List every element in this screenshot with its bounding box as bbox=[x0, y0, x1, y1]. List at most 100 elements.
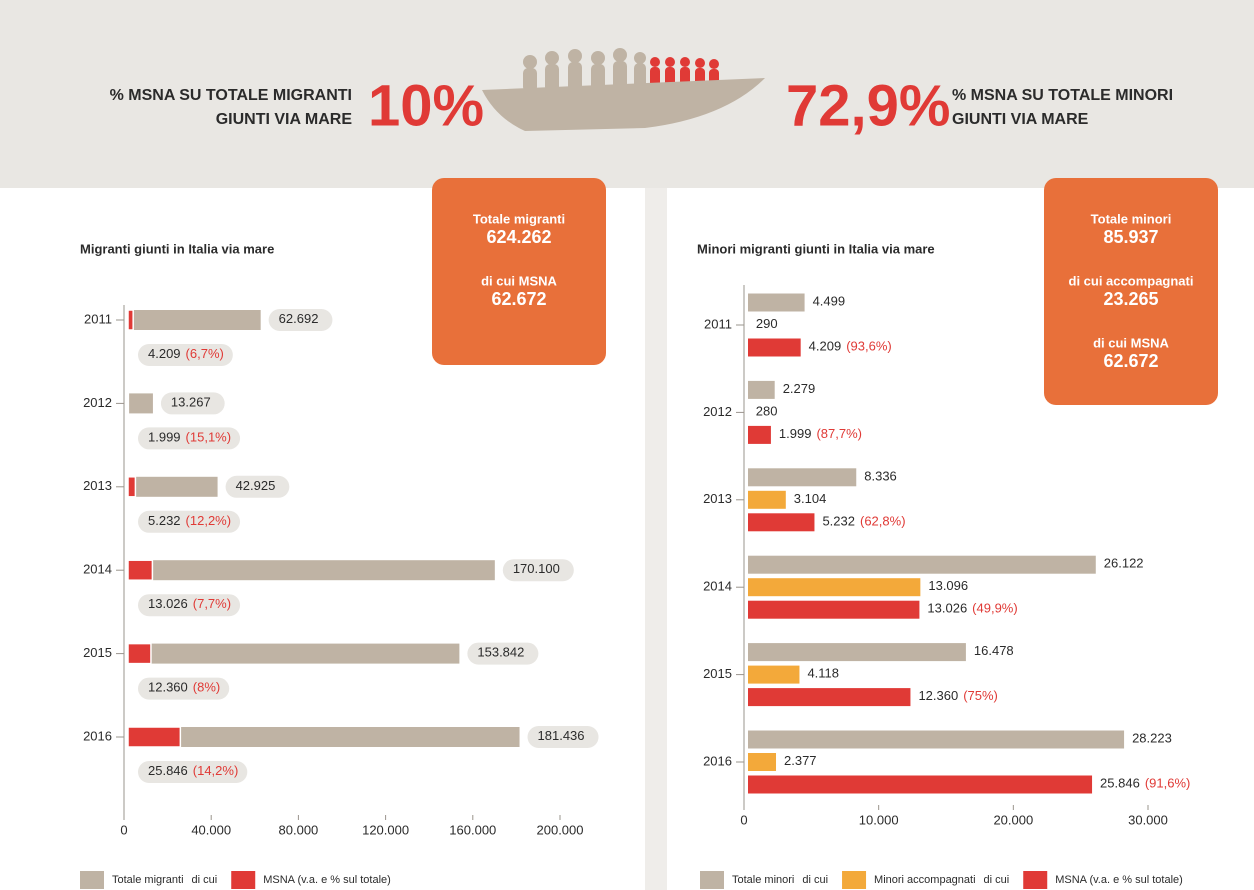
value-number: 1.999 bbox=[779, 426, 812, 441]
label-pill bbox=[527, 726, 599, 748]
share-label: (91,6%) bbox=[1145, 776, 1191, 791]
value-label-text: 42.925 bbox=[236, 478, 276, 493]
bar bbox=[128, 560, 495, 581]
value-label-text: 13.267 bbox=[171, 395, 211, 410]
value-label: 1.999 (87,7%) bbox=[779, 426, 862, 441]
bar bbox=[127, 726, 182, 748]
bar bbox=[127, 559, 154, 581]
header-left-label: % MSNA SU TOTALE MIGRANTI bbox=[110, 87, 352, 104]
bar bbox=[127, 309, 134, 331]
value-number: 170.100 bbox=[513, 562, 560, 577]
value-number: 42.925 bbox=[236, 478, 276, 493]
value-number: 4.499 bbox=[813, 294, 846, 309]
value-number: 2.279 bbox=[783, 381, 816, 396]
x-tick-label: 200.000 bbox=[537, 822, 584, 837]
value-number: 28.223 bbox=[1132, 731, 1172, 746]
chart-title: Minori migranti giunti in Italia via mar… bbox=[697, 241, 935, 256]
bar bbox=[748, 600, 920, 619]
bar bbox=[748, 490, 786, 509]
value-label: 12.360 (75%) bbox=[918, 689, 997, 704]
callout-box bbox=[1044, 178, 1218, 405]
legend-swatch bbox=[80, 871, 104, 889]
label-pill bbox=[225, 475, 290, 498]
share-label: (8%) bbox=[193, 680, 220, 695]
value-label: 181.436 bbox=[527, 726, 599, 748]
share-label: (62,8%) bbox=[860, 514, 906, 529]
x-tick-label: 10.000 bbox=[859, 812, 899, 827]
value-number: 5.232 bbox=[822, 514, 855, 529]
bar bbox=[748, 338, 801, 357]
value-label: 28.223 bbox=[1132, 731, 1172, 746]
value-number: 1.999 bbox=[148, 430, 181, 445]
value-number: 12.360 bbox=[918, 689, 958, 704]
label-pill bbox=[502, 559, 574, 582]
bar bbox=[748, 665, 800, 684]
y-tick-label: 2011 bbox=[704, 316, 732, 331]
x-tick-label: 40.000 bbox=[191, 822, 231, 837]
boat-icon bbox=[482, 48, 765, 131]
value-label: 25.846 (14,2%) bbox=[138, 761, 248, 783]
value-label: 13.026 (7,7%) bbox=[138, 594, 241, 617]
value-label: 16.478 bbox=[974, 644, 1014, 659]
label-pill bbox=[138, 427, 241, 450]
legend-swatch bbox=[231, 871, 256, 889]
label-pill bbox=[138, 510, 241, 533]
legend-label: Minori accompagnati bbox=[874, 874, 976, 886]
callout-value: 62.672 bbox=[491, 289, 546, 309]
chart-title: Migranti giunti in Italia via mare bbox=[80, 241, 274, 256]
header-right-label: GIUNTI VIA MARE bbox=[952, 111, 1089, 128]
value-label-text: 62.692 bbox=[279, 311, 319, 326]
bar bbox=[128, 643, 460, 664]
share-label: (12,2%) bbox=[186, 513, 232, 528]
value-label-text: 13.026 (7,7%) bbox=[148, 597, 231, 612]
value-label: 13.096 bbox=[928, 579, 968, 594]
header-left-value: 10% bbox=[368, 73, 484, 138]
value-number: 12.360 bbox=[148, 680, 188, 695]
value-label: 13.026 (49,9%) bbox=[927, 601, 1017, 616]
value-label-text: 181.436 bbox=[538, 728, 585, 743]
value-label: 153.842 bbox=[467, 642, 539, 665]
header-right-label: % MSNA SU TOTALE MINORI bbox=[952, 87, 1173, 104]
bar bbox=[748, 688, 911, 707]
legend-swatch bbox=[1023, 871, 1048, 889]
header-left-label: GIUNTI VIA MARE bbox=[216, 111, 353, 128]
bar bbox=[748, 643, 966, 662]
value-number: 5.232 bbox=[148, 513, 181, 528]
y-tick-label: 2014 bbox=[703, 579, 732, 594]
bar bbox=[748, 380, 775, 399]
value-number: 13.267 bbox=[171, 395, 211, 410]
bar bbox=[128, 393, 153, 414]
y-tick-label: 2011 bbox=[84, 311, 112, 326]
value-label: 290 bbox=[756, 316, 778, 331]
value-number: 13.026 bbox=[148, 597, 188, 612]
value-label: 280 bbox=[756, 404, 778, 419]
bar bbox=[748, 753, 777, 771]
x-tick-label: 20.000 bbox=[993, 812, 1033, 827]
value-label: 170.100 bbox=[502, 559, 574, 582]
bar bbox=[748, 775, 1093, 794]
value-number: 290 bbox=[756, 316, 778, 331]
legend-joiner: di cui bbox=[802, 874, 828, 886]
value-label: 62.692 bbox=[268, 309, 333, 331]
y-tick-label: 2012 bbox=[703, 404, 732, 419]
label-pill bbox=[268, 309, 333, 331]
share-label: (7,7%) bbox=[193, 597, 231, 612]
x-tick-label: 160.000 bbox=[449, 822, 496, 837]
share-label: (49,9%) bbox=[972, 601, 1018, 616]
value-number: 13.026 bbox=[927, 601, 967, 616]
label-pill bbox=[467, 642, 539, 665]
callout-label: Totale migranti bbox=[473, 211, 565, 226]
value-label: 12.360 (8%) bbox=[138, 677, 230, 700]
bar bbox=[128, 310, 261, 330]
y-tick-label: 2013 bbox=[703, 491, 732, 506]
value-label: 1.999 (15,1%) bbox=[138, 427, 241, 450]
share-label: (75%) bbox=[963, 689, 998, 704]
label-pill bbox=[138, 594, 241, 617]
y-tick-label: 2014 bbox=[83, 562, 112, 577]
value-label: 4.209 (6,7%) bbox=[138, 344, 233, 366]
callout-value: 62.672 bbox=[1103, 351, 1158, 371]
label-pill bbox=[138, 344, 233, 366]
bar bbox=[128, 727, 520, 747]
callout-value: 23.265 bbox=[1103, 289, 1158, 309]
